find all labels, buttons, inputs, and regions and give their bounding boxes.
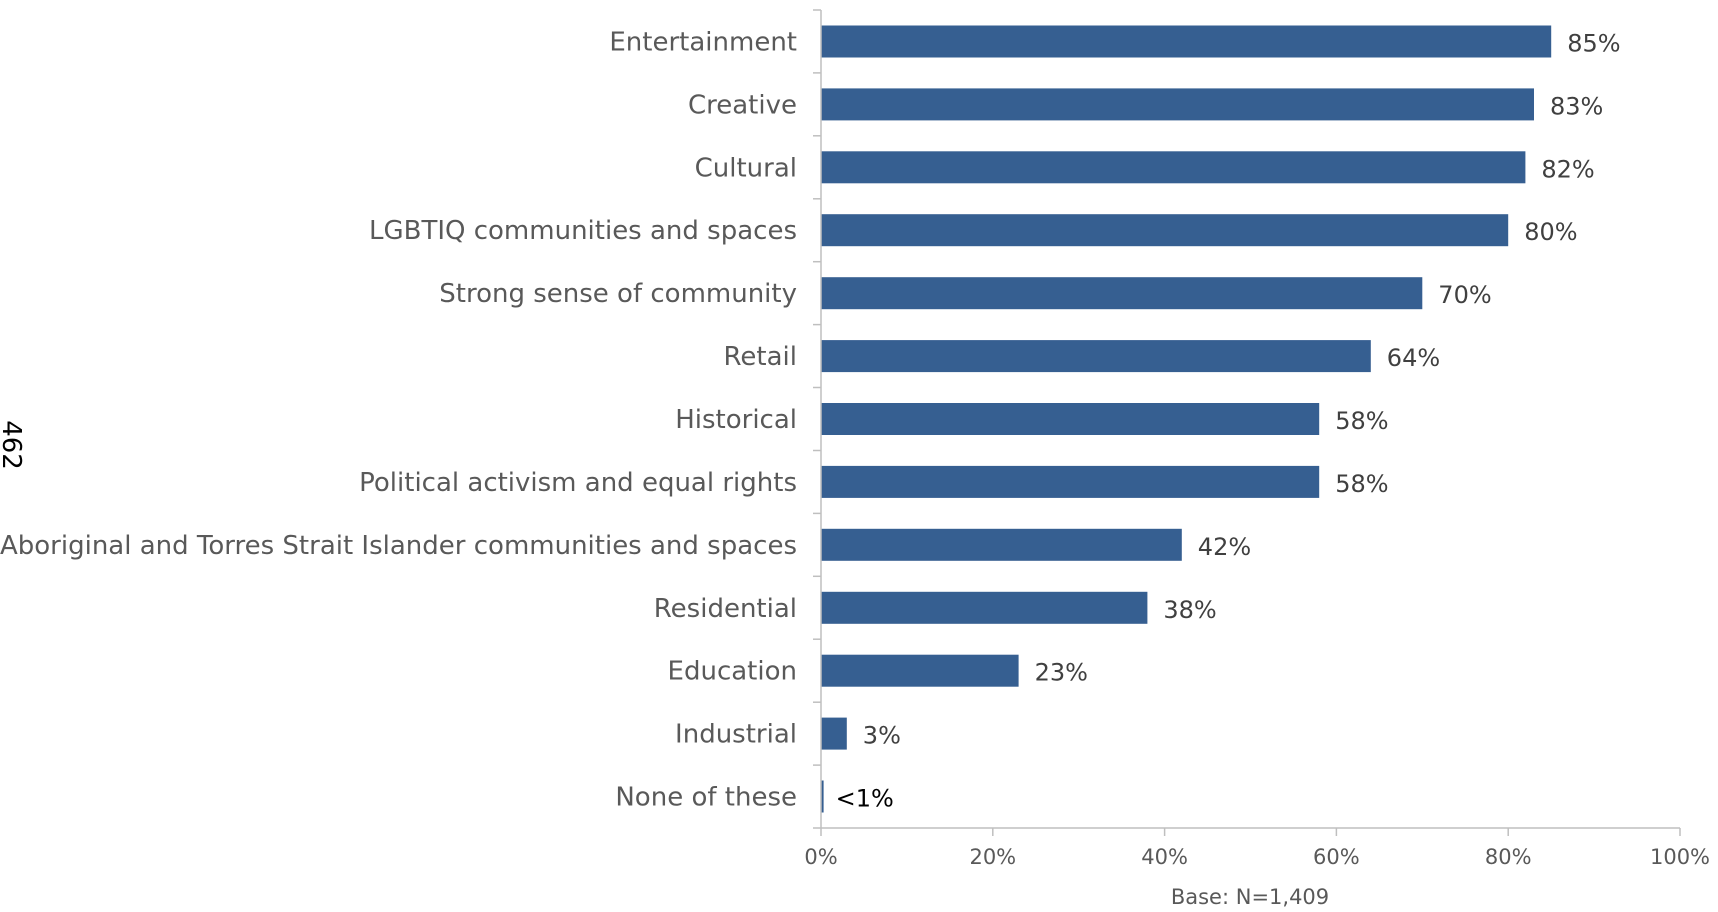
category-label: Residential — [654, 594, 797, 624]
bar — [821, 528, 1182, 561]
category-label: Education — [668, 657, 797, 687]
category-label: Retail — [724, 342, 797, 372]
bar — [821, 591, 1148, 624]
category-label: None of these — [615, 783, 797, 813]
x-tick-label: 0% — [804, 845, 837, 869]
value-label: 82% — [1541, 155, 1594, 183]
labels-layer: Entertainment 85% Creative 83% Cultural 82% LG… — [0, 28, 1710, 870]
bar — [821, 654, 1019, 687]
bar — [821, 88, 1534, 121]
category-label: Strong sense of community — [439, 279, 797, 309]
category-label: Industrial — [675, 720, 797, 750]
x-tick-label: 20% — [969, 845, 1016, 869]
axis-layer — [813, 9, 1681, 836]
value-label: 58% — [1335, 407, 1388, 435]
bar — [821, 277, 1423, 310]
category-label: Historical — [675, 405, 797, 435]
category-label: LGBTIQ communities and spaces — [369, 216, 797, 246]
bar — [821, 465, 1320, 498]
value-label: 58% — [1335, 470, 1388, 498]
x-tick-label: 80% — [1485, 845, 1532, 869]
bar — [821, 717, 847, 750]
bar — [821, 340, 1371, 373]
value-label: 42% — [1198, 533, 1251, 561]
category-label: Creative — [688, 90, 797, 120]
bar — [821, 214, 1509, 247]
bar — [821, 25, 1552, 58]
category-label: Political activism and equal rights — [359, 468, 797, 498]
bar — [821, 403, 1320, 435]
value-label: 85% — [1567, 30, 1620, 58]
value-label: <1% — [836, 785, 894, 813]
value-label: 83% — [1550, 92, 1603, 120]
value-label: 80% — [1524, 218, 1577, 246]
bar — [821, 780, 824, 813]
value-label: 3% — [863, 722, 901, 750]
category-label: Entertainment — [609, 28, 797, 58]
bars-layer — [821, 25, 1552, 813]
base-note: Base: N=1,409 — [1171, 885, 1329, 909]
category-label: Cultural — [695, 153, 797, 183]
page-number: 462 — [0, 420, 26, 470]
category-label: Aboriginal and Torres Strait Islander co… — [0, 531, 797, 561]
x-tick-label: 60% — [1313, 845, 1360, 869]
value-label: 70% — [1438, 281, 1491, 309]
bar — [821, 151, 1526, 184]
value-label: 23% — [1035, 659, 1088, 687]
x-tick-label: 40% — [1141, 845, 1188, 869]
value-label: 38% — [1163, 596, 1216, 624]
value-label: 64% — [1387, 344, 1440, 372]
x-tick-label: 100% — [1650, 845, 1710, 869]
